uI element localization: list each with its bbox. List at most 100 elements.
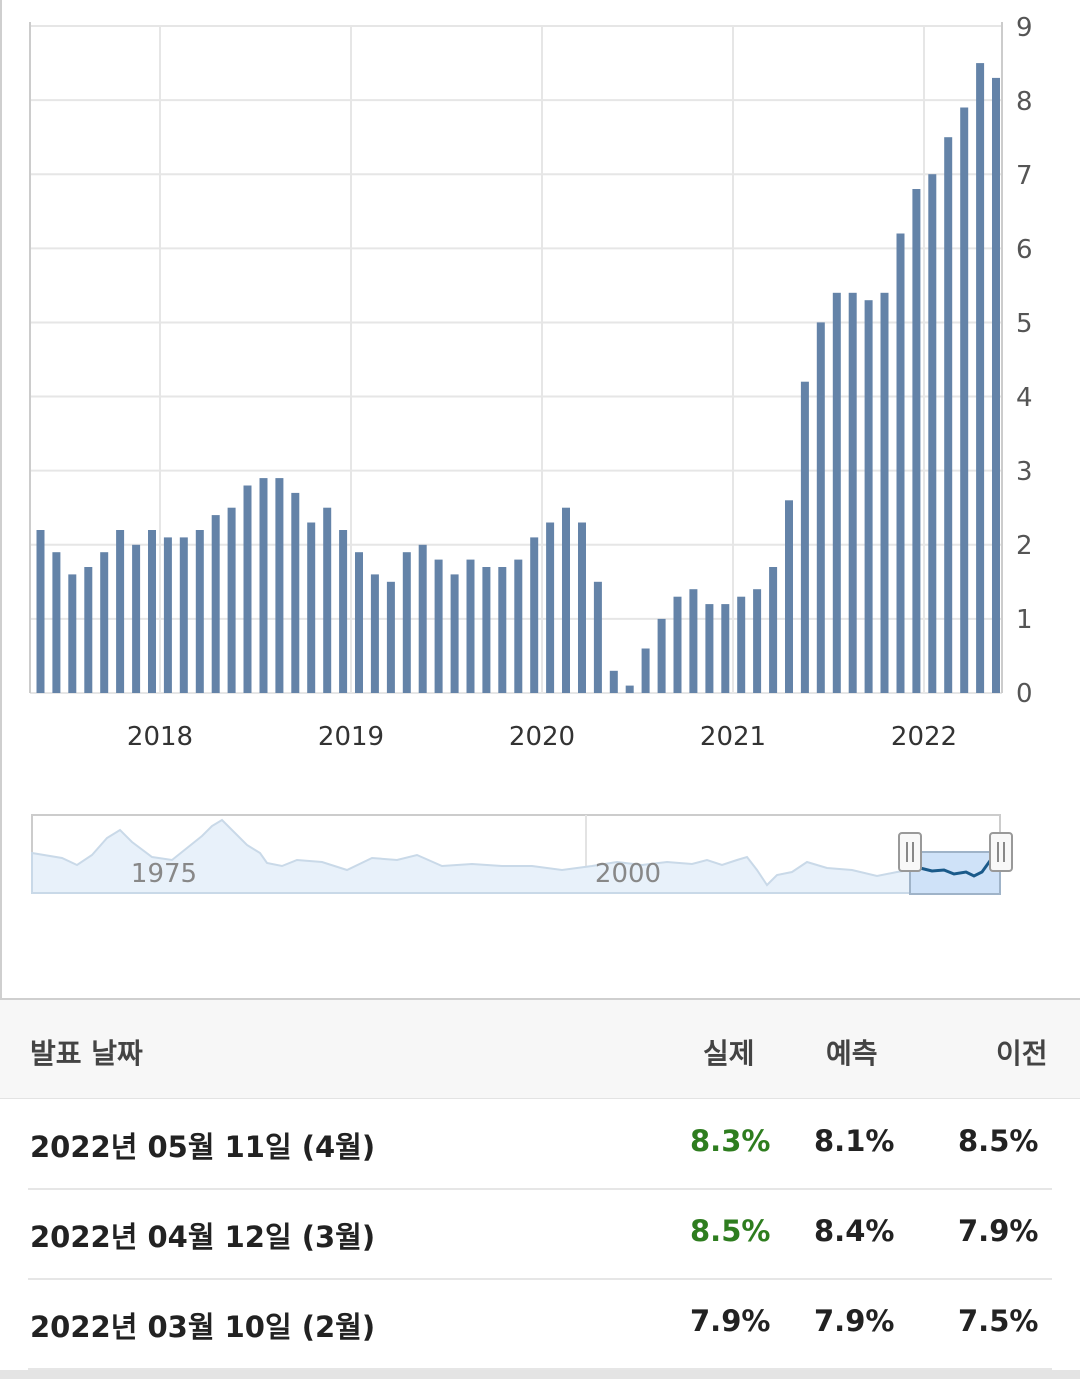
forecast-value: 8.1% — [814, 1124, 895, 1158]
right-handle[interactable] — [989, 832, 1013, 872]
header-previous: 이전 — [996, 1037, 1048, 1070]
bar[interactable] — [625, 685, 634, 693]
y-tick-label: 0 — [1016, 679, 1033, 709]
bar[interactable] — [195, 530, 204, 693]
bar[interactable] — [896, 233, 905, 694]
bar[interactable] — [928, 174, 937, 693]
bar[interactable] — [578, 522, 586, 694]
header-forecast: 예측 — [826, 1037, 878, 1070]
previous-value: 8.5% — [958, 1124, 1039, 1158]
navigator-selection[interactable] — [909, 851, 1001, 895]
bar[interactable] — [609, 670, 618, 693]
actual-value: 7.9% — [690, 1304, 771, 1338]
bar[interactable] — [912, 189, 921, 693]
bar[interactable] — [689, 589, 698, 693]
bar[interactable] — [769, 567, 778, 693]
bar[interactable] — [832, 292, 841, 693]
bar[interactable] — [291, 492, 300, 693]
table-row[interactable]: 2022년 03월 10일 (2월) 7.9% 7.9% 7.5% — [28, 1280, 1052, 1370]
previous-value: 7.5% — [958, 1304, 1039, 1338]
x-tick-label: 2021 — [700, 722, 766, 752]
previous-value: 7.9% — [958, 1214, 1039, 1248]
table-row[interactable]: 2022년 04월 12일 (3월) 8.5% 8.4% 7.9% — [28, 1190, 1052, 1280]
bar[interactable] — [992, 77, 1000, 693]
bar[interactable] — [641, 648, 650, 694]
bar[interactable] — [880, 292, 889, 693]
bar[interactable] — [705, 604, 714, 693]
bar[interactable] — [52, 552, 61, 693]
bar[interactable] — [84, 567, 93, 693]
bar[interactable] — [339, 530, 348, 693]
bar[interactable] — [466, 559, 475, 693]
bar[interactable] — [816, 322, 825, 693]
bar[interactable] — [753, 589, 762, 693]
bar[interactable] — [944, 137, 953, 693]
bar[interactable] — [593, 581, 602, 693]
navigator-label: 2000 — [595, 859, 661, 889]
bar[interactable] — [418, 544, 427, 693]
y-tick-label: 8 — [1016, 87, 1033, 117]
bar[interactable] — [243, 485, 252, 694]
bar[interactable] — [68, 574, 77, 693]
actual-value: 8.3% — [690, 1124, 771, 1158]
bar[interactable] — [482, 567, 491, 693]
y-tick-label: 6 — [1016, 235, 1033, 265]
bar[interactable] — [800, 381, 809, 693]
bar[interactable] — [163, 537, 172, 693]
header-actual: 실제 — [703, 1037, 755, 1070]
bar[interactable] — [355, 552, 363, 693]
release-date: 2022년 05월 11일 (4월) — [30, 1130, 376, 1164]
chart-panel: 9 8 7 6 5 4 3 2 1 0 2018 2019 2020 2021 … — [0, 0, 1080, 1000]
y-tick-label: 4 — [1016, 383, 1033, 413]
bar[interactable] — [132, 544, 141, 693]
bar[interactable] — [227, 507, 236, 693]
forecast-value: 7.9% — [814, 1304, 895, 1338]
bottom-scroll-edge — [0, 1370, 1080, 1379]
bar[interactable] — [323, 507, 332, 693]
bar[interactable] — [100, 552, 109, 693]
bar[interactable] — [546, 522, 555, 694]
bar[interactable] — [370, 574, 379, 693]
grip-icon[interactable] — [989, 832, 1013, 872]
bar[interactable] — [530, 537, 539, 693]
y-tick-label: 1 — [1016, 605, 1033, 635]
bar[interactable] — [36, 530, 45, 693]
bar[interactable] — [562, 507, 570, 693]
header-date: 발표 날짜 — [30, 1037, 143, 1070]
bar[interactable] — [976, 63, 985, 694]
history-area — [31, 818, 911, 894]
bar[interactable] — [721, 604, 730, 693]
y-axis: 9 8 7 6 5 4 3 2 1 0 — [1016, 13, 1033, 709]
bar[interactable] — [673, 596, 682, 693]
x-tick-label: 2018 — [127, 722, 193, 752]
bar[interactable] — [498, 567, 507, 693]
bar[interactable] — [737, 596, 746, 693]
y-tick-label: 7 — [1016, 161, 1033, 191]
release-table: 발표 날짜 실제 예측 이전 2022년 05월 11일 (4월) 8.3% 8… — [0, 1000, 1080, 1379]
bar[interactable] — [259, 478, 268, 693]
bar[interactable] — [450, 574, 459, 693]
x-axis: 2018 2019 2020 2021 2022 — [127, 722, 957, 752]
bar[interactable] — [434, 559, 443, 693]
selected-range-line — [919, 850, 1001, 878]
bar[interactable] — [179, 537, 188, 693]
bar[interactable] — [657, 618, 666, 693]
y-tick-label: 3 — [1016, 457, 1033, 487]
y-tick-label: 2 — [1016, 531, 1033, 561]
bar[interactable] — [864, 300, 873, 693]
bar[interactable] — [514, 559, 523, 693]
bar[interactable] — [402, 552, 411, 693]
bar[interactable] — [211, 515, 220, 693]
grip-icon[interactable] — [898, 832, 922, 872]
bar[interactable] — [275, 478, 284, 693]
bar[interactable] — [785, 500, 793, 693]
bar[interactable] — [386, 581, 395, 693]
left-handle[interactable] — [898, 832, 922, 872]
table-row[interactable]: 2022년 05월 11일 (4월) 8.3% 8.1% 8.5% — [28, 1100, 1052, 1190]
bar[interactable] — [848, 292, 857, 693]
range-navigator[interactable]: 1975 2000 — [2, 0, 1080, 1000]
bar[interactable] — [960, 107, 969, 694]
bar[interactable] — [116, 530, 125, 693]
bar[interactable] — [307, 522, 316, 694]
bar[interactable] — [148, 530, 156, 693]
